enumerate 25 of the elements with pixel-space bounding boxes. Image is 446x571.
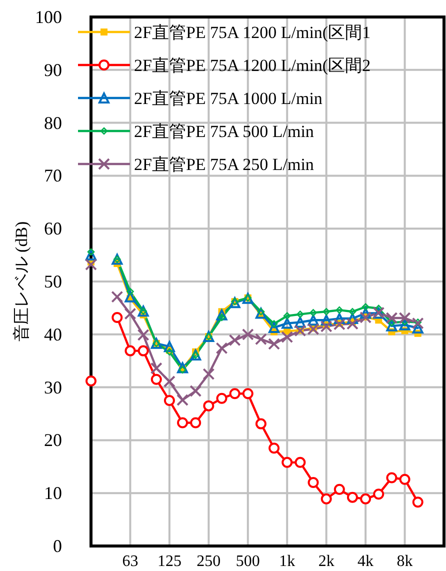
y-tick-label: 70 bbox=[44, 166, 62, 186]
y-tick-label: 50 bbox=[44, 272, 62, 292]
legend-label: 2F直管PE 75A 500 L/min bbox=[134, 122, 314, 141]
y-tick-label: 20 bbox=[44, 430, 62, 450]
legend-label: 2F直管PE 75A 250 L/min bbox=[134, 155, 314, 174]
y-tick-label: 30 bbox=[44, 377, 62, 398]
legend-label: 2F直管PE 75A 1000 L/min bbox=[134, 89, 323, 108]
x-tick-label: 8k bbox=[396, 553, 413, 570]
x-tick-label: 250 bbox=[196, 553, 221, 570]
y-tick-label: 0 bbox=[53, 536, 62, 556]
x-tick-label: 125 bbox=[157, 553, 182, 570]
x-tick-label: 500 bbox=[236, 553, 260, 570]
x-tick-label: 2k bbox=[318, 553, 334, 570]
x-tick-label: 63 bbox=[122, 553, 138, 570]
y-tick-label: 40 bbox=[44, 324, 62, 344]
y-tick-label: 90 bbox=[44, 60, 62, 80]
legend-label: 2F直管PE 75A 1200 L/min(区間1 bbox=[134, 23, 371, 42]
y-tick-label: 60 bbox=[44, 218, 62, 239]
y-tick-label: 80 bbox=[44, 112, 62, 133]
y-tick-label: 100 bbox=[35, 7, 62, 27]
x-tick-label: 4k bbox=[358, 553, 374, 570]
y-axis-title: 音圧レベル (dB) bbox=[12, 221, 31, 342]
x-tick-label: 1k bbox=[279, 553, 296, 570]
legend-label: 2F直管PE 75A 1200 L/min(区間2 bbox=[134, 56, 371, 75]
y-tick-label: 10 bbox=[44, 483, 62, 504]
